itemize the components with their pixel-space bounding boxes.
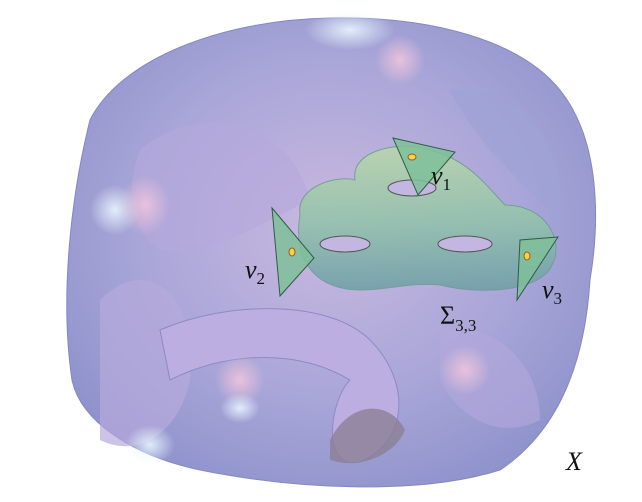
label-sub: 2	[257, 269, 266, 288]
label-sub: 1	[443, 175, 452, 194]
label-x: X	[565, 447, 583, 476]
label-base: v	[245, 255, 257, 284]
illustration: v1 v2 v3 Σ3,3 X	[0, 0, 642, 502]
label-sub: 3	[554, 289, 563, 308]
label-base: v	[431, 161, 443, 190]
label-sub: 3,3	[455, 316, 476, 335]
label-base: v	[542, 275, 554, 304]
label-base: Σ	[440, 301, 455, 330]
page: v1 v2 v3 Σ3,3 X (() => { const data = JS…	[0, 0, 642, 502]
